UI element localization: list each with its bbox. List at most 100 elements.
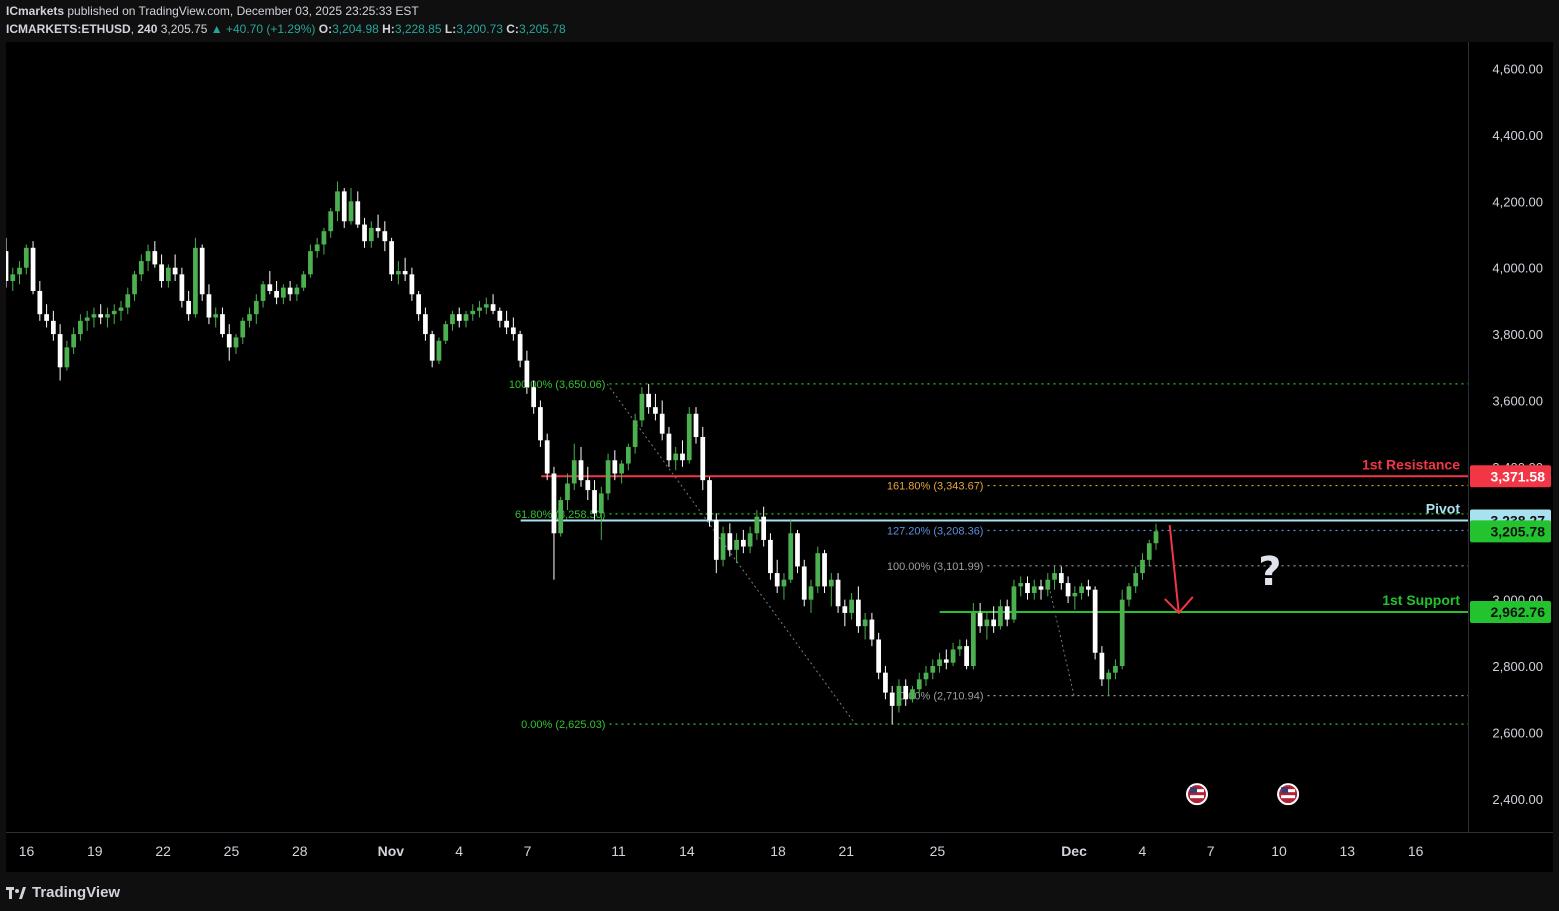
candle bbox=[1092, 586, 1098, 660]
candle bbox=[152, 241, 158, 268]
candle-body bbox=[1045, 579, 1051, 590]
candle-body bbox=[538, 407, 543, 441]
candle-body bbox=[822, 553, 827, 587]
candle-body bbox=[916, 679, 922, 690]
candle-body bbox=[612, 460, 618, 474]
candle bbox=[883, 666, 888, 700]
candle bbox=[943, 649, 949, 670]
candle bbox=[592, 480, 597, 520]
candle-body bbox=[1099, 652, 1105, 680]
candle-body bbox=[849, 599, 854, 613]
fib-level-label: 127.20% (3,208.36) bbox=[887, 525, 984, 537]
candle-body bbox=[1146, 543, 1152, 560]
candle bbox=[172, 254, 178, 281]
candle-body bbox=[335, 191, 340, 212]
candle bbox=[416, 290, 422, 321]
candle-body bbox=[876, 639, 882, 673]
tradingview-logo-icon bbox=[6, 886, 26, 899]
key-level-name: Pivot bbox=[1426, 501, 1461, 517]
candle bbox=[253, 294, 259, 325]
candle-body bbox=[57, 334, 63, 368]
candle bbox=[538, 400, 543, 447]
key-level-axis-label-text: 2,962.76 bbox=[1491, 604, 1546, 620]
brand-name: TradingView bbox=[32, 883, 121, 901]
y-tick-label: 3,600.00 bbox=[1492, 393, 1543, 408]
candle-body bbox=[267, 284, 273, 291]
candle bbox=[531, 380, 537, 414]
interval[interactable]: 240 bbox=[137, 22, 158, 36]
candle-body bbox=[389, 241, 394, 275]
candle-body bbox=[260, 284, 266, 301]
arrow-head bbox=[1164, 596, 1194, 615]
economic-event-icon bbox=[1186, 783, 1209, 806]
candle-body bbox=[788, 533, 794, 580]
candle-body bbox=[375, 227, 381, 232]
candle bbox=[247, 307, 252, 328]
candle bbox=[565, 473, 570, 511]
candle-body bbox=[977, 612, 983, 627]
candle bbox=[686, 407, 692, 464]
candle-body bbox=[328, 211, 334, 232]
candle bbox=[64, 340, 70, 371]
candle-body bbox=[747, 533, 753, 547]
y-tick-label: 2,600.00 bbox=[1492, 725, 1543, 740]
candle-body bbox=[1058, 573, 1064, 584]
candle bbox=[1052, 566, 1057, 590]
candle-body bbox=[1126, 586, 1132, 600]
candle bbox=[409, 267, 415, 301]
candle-body bbox=[1106, 672, 1112, 680]
candle-body bbox=[193, 247, 198, 315]
fib-level-label: 0.00% (2,625.03) bbox=[521, 719, 605, 731]
candle-body bbox=[734, 539, 739, 550]
candle bbox=[240, 317, 246, 345]
fib-level-label: 100.00% (3,650.06) bbox=[509, 379, 606, 391]
symbol-name[interactable]: ICMARKETS:ETHUSD bbox=[6, 22, 131, 36]
y-tick-label: 4,600.00 bbox=[1492, 62, 1543, 77]
fib-level-label: 0.00% (2,710.94) bbox=[899, 691, 983, 703]
candle-body bbox=[91, 314, 97, 318]
candle-body bbox=[395, 271, 401, 275]
candle bbox=[1018, 576, 1024, 597]
candle bbox=[1038, 579, 1044, 600]
candle-body bbox=[321, 231, 327, 245]
candle bbox=[308, 244, 313, 278]
candle-body bbox=[957, 646, 963, 650]
candle bbox=[835, 573, 841, 613]
candle bbox=[524, 350, 530, 394]
candle-body bbox=[1025, 583, 1030, 594]
candle bbox=[984, 612, 990, 640]
candle bbox=[598, 486, 604, 540]
candle-body bbox=[348, 201, 354, 222]
candle-body bbox=[71, 334, 77, 348]
candle bbox=[761, 506, 767, 547]
candle-body bbox=[984, 619, 990, 627]
candle bbox=[1065, 576, 1071, 603]
candle bbox=[964, 639, 969, 670]
candle bbox=[159, 254, 164, 288]
candle-body bbox=[801, 566, 807, 600]
fib-trend-line bbox=[606, 383, 856, 725]
candle bbox=[17, 261, 22, 285]
candle-body bbox=[998, 606, 1003, 627]
candle bbox=[801, 559, 807, 607]
candle-body bbox=[727, 533, 733, 550]
candle-body bbox=[510, 327, 516, 335]
candle-body bbox=[1140, 559, 1145, 574]
candle bbox=[423, 307, 428, 341]
candle-body bbox=[382, 231, 388, 242]
candle bbox=[220, 307, 225, 338]
candle-body bbox=[152, 251, 158, 265]
key-level-axis-label: 2,962.76 bbox=[1470, 601, 1551, 624]
candle-body bbox=[308, 251, 313, 275]
candle-body bbox=[639, 393, 645, 421]
candle bbox=[855, 586, 861, 633]
price-chart[interactable]: 4,600.00 4,400.00 4,200.00 4,000.00 3,800.00… bbox=[6, 42, 1553, 872]
candle bbox=[727, 523, 733, 557]
candle-body bbox=[477, 307, 482, 311]
candle bbox=[1085, 579, 1091, 597]
x-tick-label: 7 bbox=[1207, 843, 1215, 859]
x-tick-label: 21 bbox=[839, 843, 855, 859]
candle-body bbox=[443, 324, 449, 341]
candle bbox=[653, 393, 658, 421]
x-tick-label: Nov bbox=[378, 843, 405, 859]
